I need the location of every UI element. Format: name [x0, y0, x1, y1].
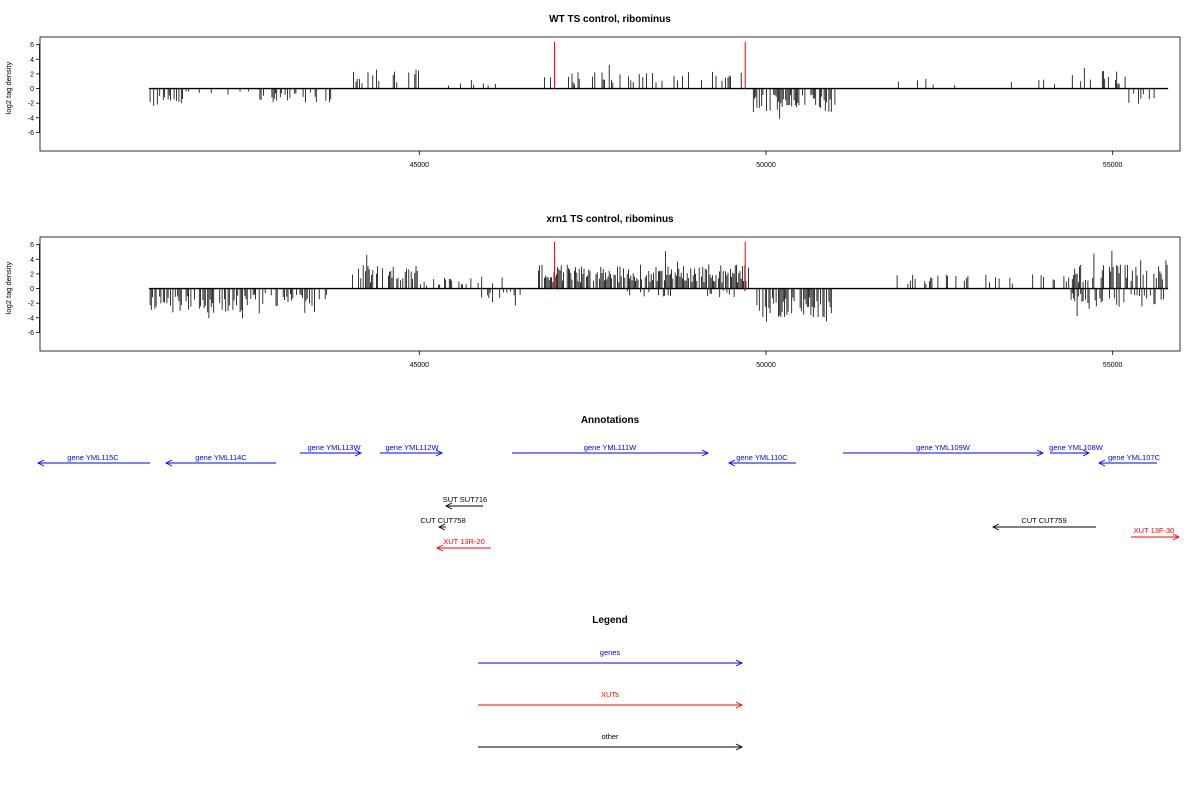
y-tick-label: 4	[30, 57, 34, 64]
x-tick-label: 55000	[1103, 362, 1123, 369]
arrow-head	[1036, 449, 1045, 457]
y-tick-label: -4	[28, 115, 34, 122]
x-tick-label: 45000	[410, 362, 430, 369]
annotation-feature-arrow: gene YML111W	[512, 443, 710, 457]
x-tick-label: 45000	[410, 162, 430, 169]
annotation-label: gene YML109W	[916, 443, 971, 452]
xrn1-bars-group	[148, 242, 1169, 322]
annotation-label: SUT SUT716	[443, 495, 487, 504]
y-tick-label: -6	[28, 330, 34, 337]
x-tick-label: 55000	[1103, 162, 1123, 169]
xrn1-plot-frame	[39, 236, 1181, 352]
legend-section: Legend genes XUTs other	[478, 615, 744, 751]
wt-bars-group	[148, 42, 1169, 119]
y-tick-label: 6	[30, 242, 34, 249]
arrow-head	[164, 459, 173, 467]
arrow-head	[727, 459, 736, 467]
annotation-feature-arrow: CUT CUT758	[420, 516, 466, 531]
annotation-feature-arrow: gene YML112W	[380, 443, 444, 457]
legend-entries: genes XUTs other	[478, 648, 744, 751]
x-tick-label: 50000	[756, 362, 776, 369]
annotations-section: Annotations gene YML115C gene YML114Cgene…	[36, 415, 1181, 552]
xrn1-density-panel: xrn1 TS control, ribominus log2 tag dens…	[4, 214, 1181, 369]
annotation-feature-arrow: gene YML113W	[300, 443, 363, 457]
legend-entry-label: genes	[600, 648, 621, 657]
annotation-label: gene YML112W	[385, 443, 439, 452]
annotation-label: gene YML115C	[67, 453, 119, 462]
y-tick-label: -4	[28, 315, 34, 322]
legend-entry-arrow: genes	[478, 648, 744, 667]
annotation-feature-arrow: gene YML108W	[1049, 443, 1104, 457]
annotation-feature-arrow: gene YML114C	[164, 453, 276, 467]
arrow-head	[1097, 459, 1106, 467]
annotation-label: gene YML108W	[1049, 443, 1104, 452]
annotation-label: XUT 13R-20	[443, 537, 485, 546]
x-tick-label: 50000	[756, 162, 776, 169]
y-tick-label: 2	[30, 71, 34, 78]
annotation-label: XUT 13F-30	[1134, 526, 1175, 535]
annotation-label: CUT CUT758	[420, 516, 465, 525]
xrn1-y-ticks: 6 4 2 0 -2 -4 -6	[28, 242, 40, 337]
wt-plot-frame	[39, 36, 1181, 152]
y-tick-label: 0	[30, 86, 34, 93]
arrow-head	[991, 523, 1000, 531]
annotation-feature-arrow: SUT SUT716	[443, 495, 487, 510]
legend-entry-arrow: other	[478, 732, 744, 751]
wt-panel-title: WT TS control, ribominus	[549, 14, 671, 25]
legend-entry-label: other	[601, 732, 619, 741]
arrow-head	[36, 459, 45, 467]
wt-y-ticks: 6 4 2 0 -2 -4 -6	[28, 42, 40, 137]
annotation-label: gene YML111W	[584, 443, 637, 452]
annotation-feature-arrow: gene YML115C	[36, 453, 150, 467]
y-tick-label: 2	[30, 271, 34, 278]
arrow-head	[435, 544, 444, 552]
arrow-head	[735, 659, 744, 667]
annotation-feature-arrow: gene YML107C	[1097, 453, 1161, 467]
y-tick-label: -2	[28, 301, 34, 308]
arrow-head	[1082, 449, 1091, 457]
annotation-feature-arrow: XUT 13F-30	[1131, 526, 1181, 541]
arrow-head	[444, 502, 453, 510]
annotation-label: gene YML113W	[307, 443, 361, 452]
legend-title: Legend	[592, 615, 628, 626]
y-tick-label: 6	[30, 42, 34, 49]
y-tick-label: -2	[28, 101, 34, 108]
arrow-head	[437, 523, 446, 531]
annotations-title: Annotations	[581, 415, 640, 426]
y-tick-label: 0	[30, 286, 34, 293]
arrow-head	[735, 701, 744, 709]
annotation-feature-arrow: CUT CUT759	[991, 516, 1096, 531]
wt-x-ticks: 45000 50000 55000	[410, 151, 1123, 169]
annotation-label: gene YML110C	[736, 453, 788, 462]
legend-entry-arrow: XUTs	[478, 690, 744, 709]
wt-y-axis-label: log2 tag density	[4, 61, 13, 114]
arrow-head	[1172, 533, 1181, 541]
annotation-feature-arrow: gene YML109W	[843, 443, 1045, 457]
xrn1-y-axis-label: log2 tag density	[4, 261, 13, 314]
annotation-label: gene YML107C	[1108, 453, 1161, 462]
y-tick-label: -6	[28, 130, 34, 137]
y-tick-label: 4	[30, 257, 34, 264]
annotation-feature-arrow: XUT 13R-20	[435, 537, 491, 552]
arrow-head	[435, 449, 444, 457]
legend-entry-label: XUTs	[601, 690, 619, 699]
arrow-head	[735, 743, 744, 751]
annotation-feature-arrow: gene YML110C	[727, 453, 796, 467]
xrn1-x-ticks: 45000 50000 55000	[410, 351, 1123, 369]
annotation-features: gene YML115C gene YML114C gene YML113W gene…	[36, 443, 1181, 552]
annotation-label: gene YML114C	[195, 453, 247, 462]
arrow-head	[701, 449, 710, 457]
xrn1-panel-title: xrn1 TS control, ribominus	[546, 214, 674, 225]
annotation-label: CUT CUT759	[1021, 516, 1066, 525]
arrow-head	[354, 449, 363, 457]
wt-density-panel: WT TS control, ribominus log2 tag densit…	[4, 14, 1181, 169]
